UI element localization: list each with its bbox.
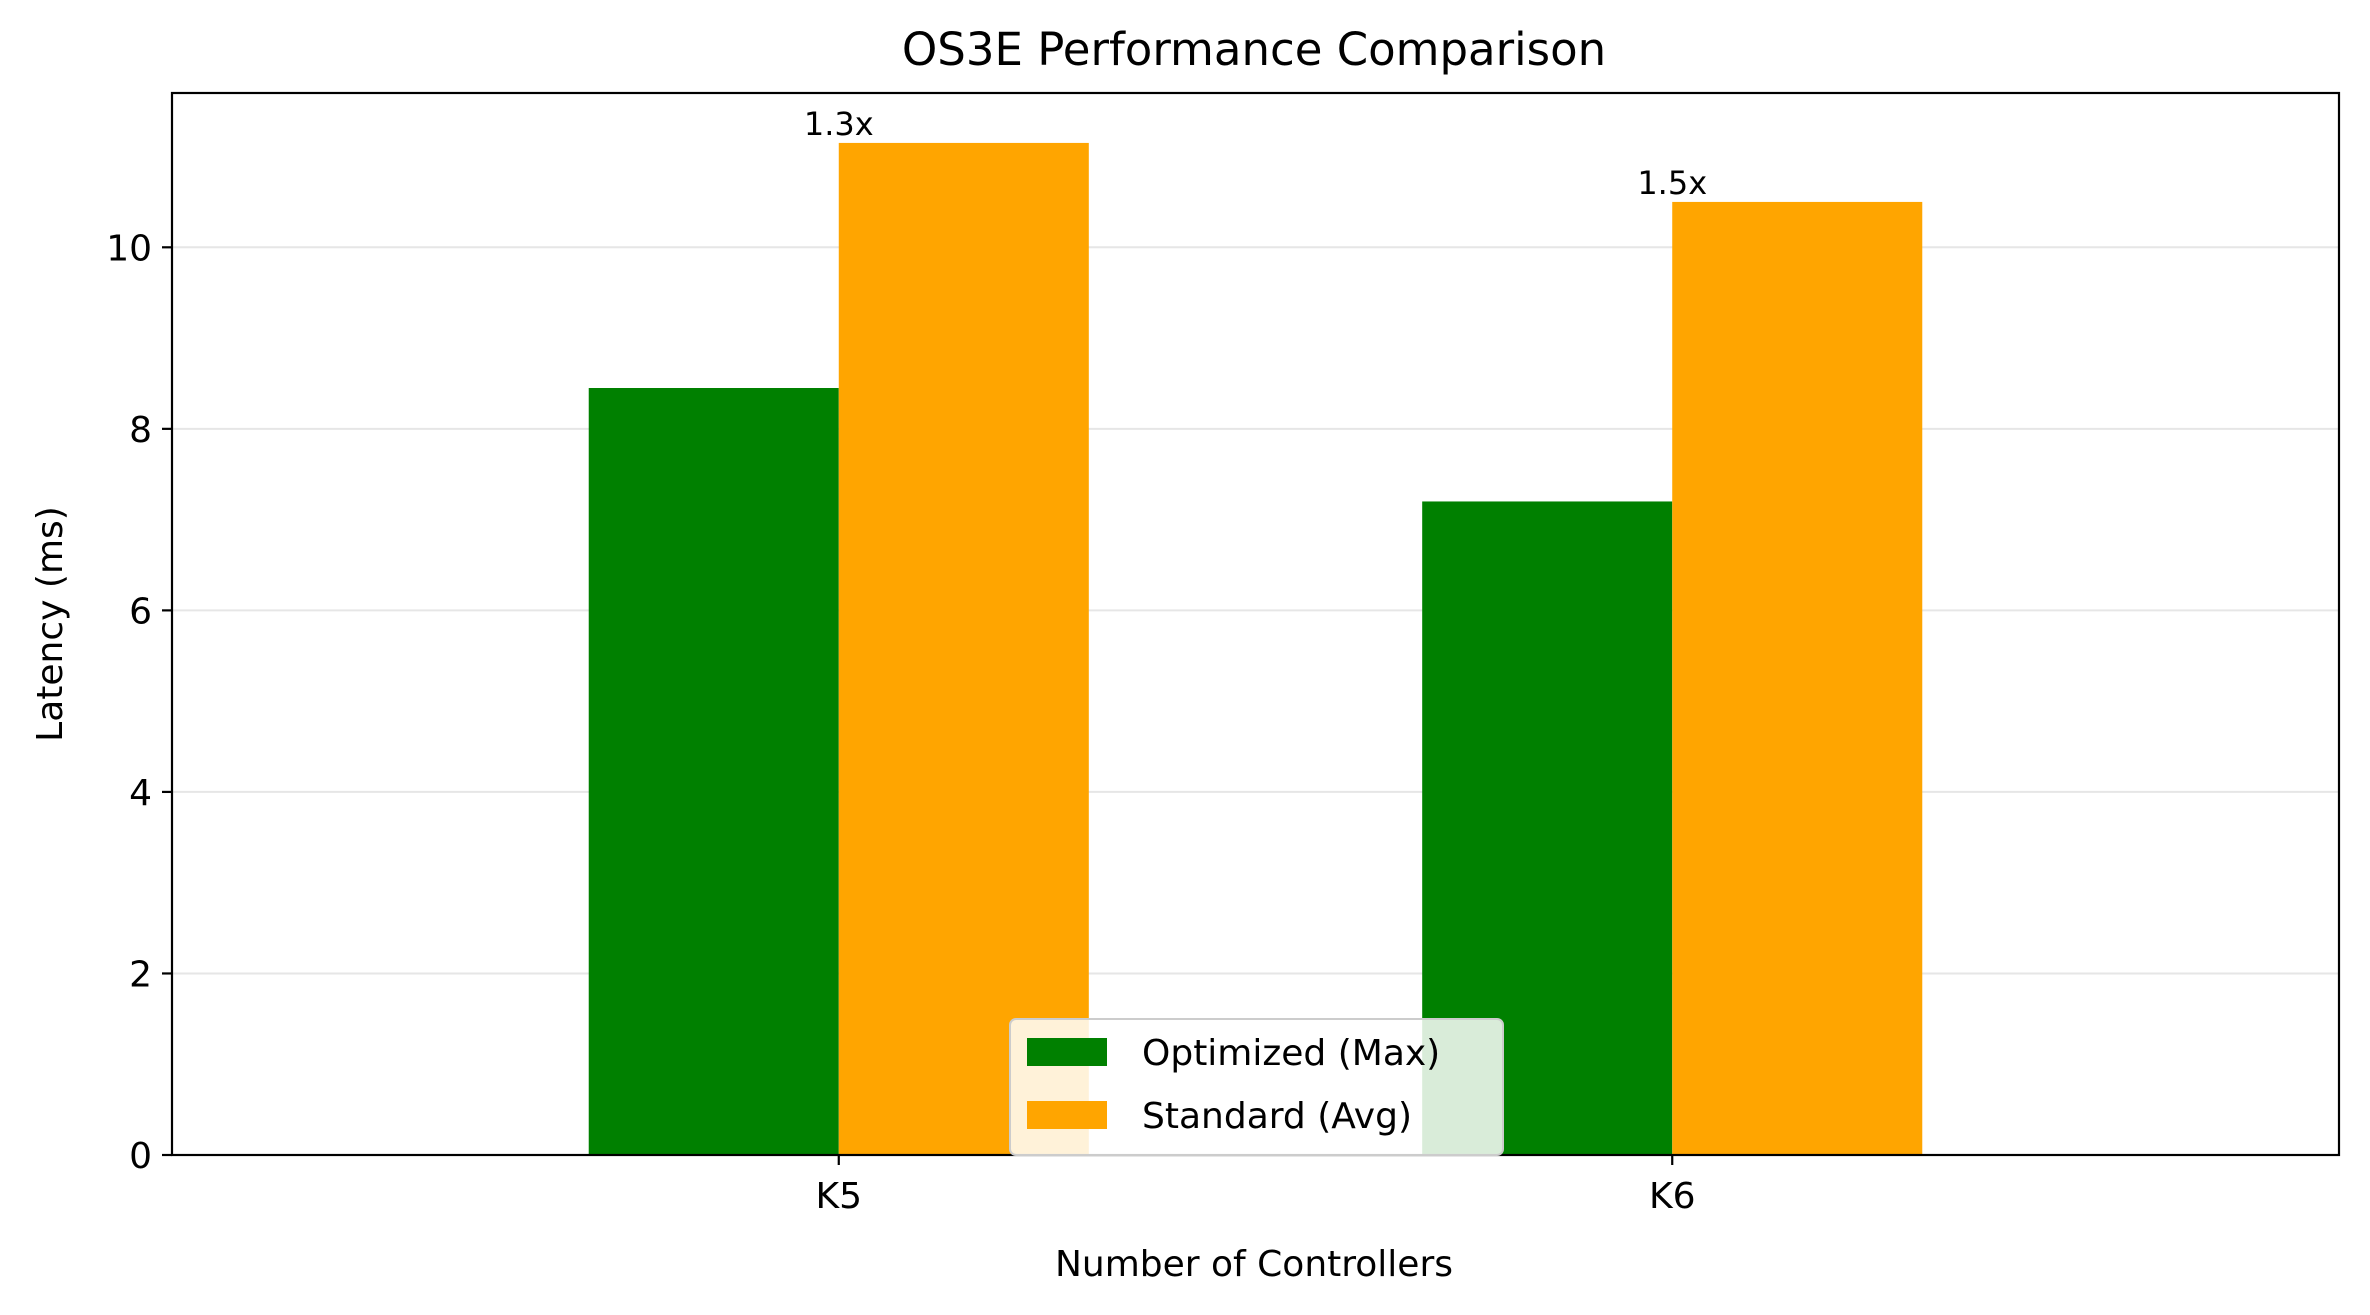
y-axis-label: Latency (ms)	[30, 506, 71, 742]
y-tick-label-2: 2	[129, 954, 152, 995]
gridlines	[172, 246, 2339, 975]
y-tick-label-10: 10	[106, 228, 152, 269]
x-axis-label: Number of Controllers	[1055, 1244, 1453, 1285]
y-tick-label-0: 0	[129, 1136, 152, 1177]
annotation-k5: 1.3x	[804, 105, 874, 143]
y-tick-label-4: 4	[129, 773, 152, 814]
x-tick-label-k6: K6	[1649, 1176, 1696, 1217]
y-tick-label-8: 8	[129, 410, 152, 451]
bars	[588, 142, 1923, 1155]
bar-k5-series-0	[588, 388, 839, 1155]
legend: Optimized (Max) Standard (Avg)	[1009, 1018, 1504, 1156]
y-axis-ticks: 0 2 4 6 8 10	[106, 228, 172, 1177]
legend-label-optimized: Optimized (Max)	[1142, 1033, 1440, 1074]
chart-title: OS3E Performance Comparison	[902, 23, 1606, 76]
y-tick-label-6: 6	[129, 591, 152, 632]
legend-frame	[1009, 1018, 1504, 1156]
x-tick-label-k5: K5	[816, 1176, 863, 1217]
bar-k6-series-1	[1672, 201, 1923, 1155]
bar-k5-series-1	[838, 142, 1089, 1155]
annotation-k6: 1.5x	[1637, 164, 1707, 202]
legend-label-standard: Standard (Avg)	[1142, 1096, 1412, 1137]
legend-swatch-standard	[1027, 1101, 1107, 1129]
legend-swatch-optimized	[1027, 1038, 1107, 1066]
bar-annotations: 1.3x 1.5x	[804, 105, 1707, 202]
x-axis-ticks: K5 K6	[816, 1155, 1696, 1217]
